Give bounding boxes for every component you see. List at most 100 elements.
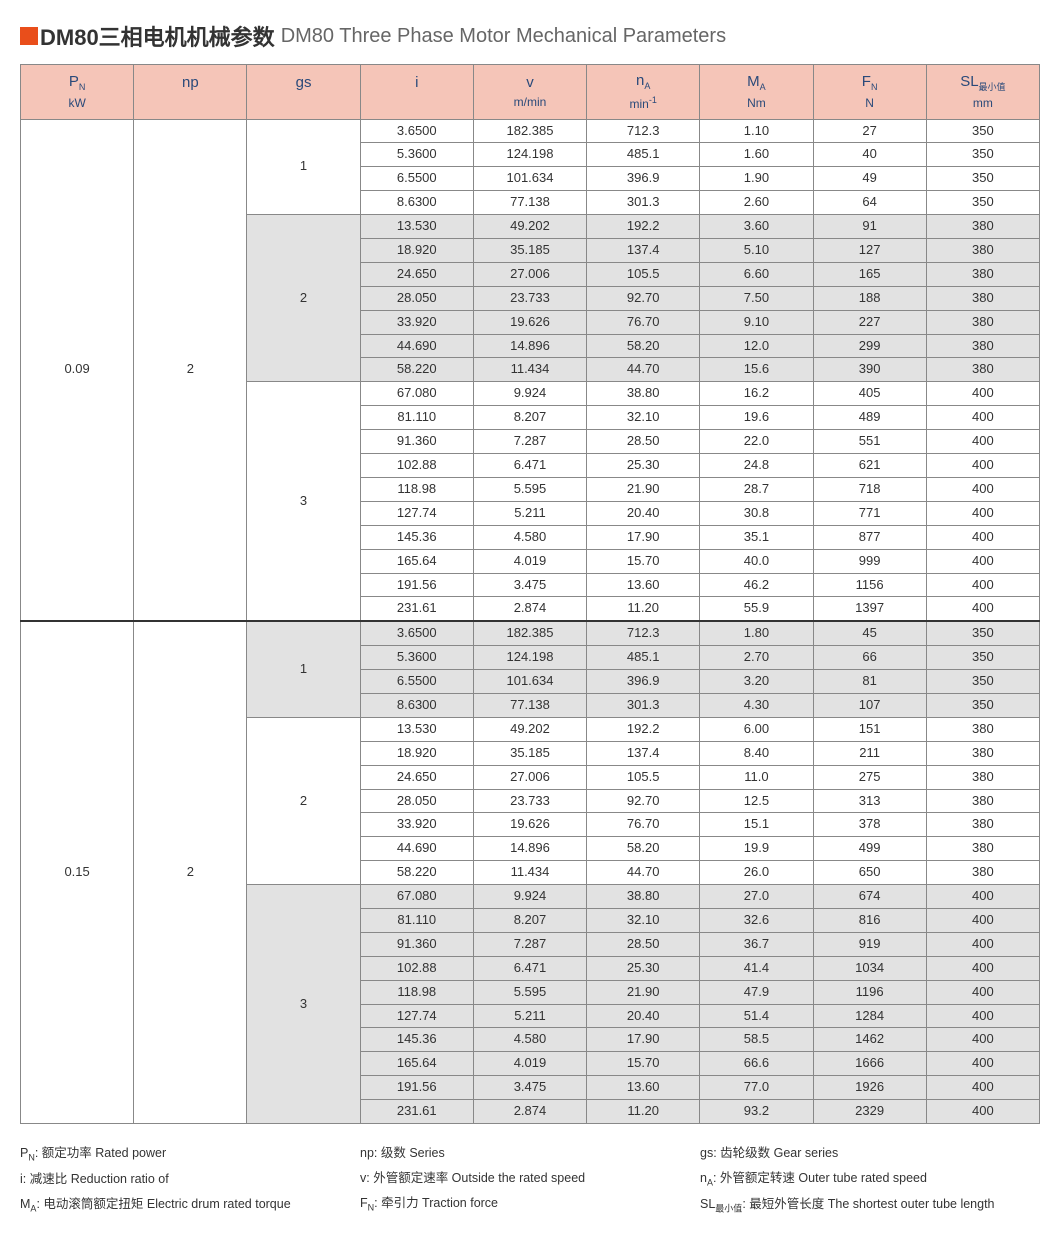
column-header: vm/min [473, 65, 586, 120]
cell-value: 127.74 [360, 1004, 473, 1028]
cell-value: 5.3600 [360, 143, 473, 167]
cell-value: 11.434 [473, 358, 586, 382]
cell-value: 9.924 [473, 382, 586, 406]
cell-value: 19.626 [473, 310, 586, 334]
cell-value: 145.36 [360, 525, 473, 549]
cell-value: 45 [813, 621, 926, 645]
cell-value: 400 [926, 980, 1039, 1004]
cell-value: 81.110 [360, 908, 473, 932]
cell-value: 32.6 [700, 908, 813, 932]
cell-value: 400 [926, 908, 1039, 932]
cell-value: 19.626 [473, 813, 586, 837]
cell-value: 24.8 [700, 454, 813, 478]
cell-value: 621 [813, 454, 926, 478]
cell-value: 299 [813, 334, 926, 358]
cell-value: 8.40 [700, 741, 813, 765]
cell-value: 137.4 [587, 239, 700, 263]
cell-value: 6.00 [700, 717, 813, 741]
cell-value: 145.36 [360, 1028, 473, 1052]
cell-value: 58.5 [700, 1028, 813, 1052]
cell-value: 350 [926, 670, 1039, 694]
cell-value: 380 [926, 286, 1039, 310]
cell-value: 380 [926, 813, 1039, 837]
cell-value: 16.2 [700, 382, 813, 406]
cell-value: 182.385 [473, 119, 586, 143]
cell-value: 380 [926, 334, 1039, 358]
cell-value: 12.0 [700, 334, 813, 358]
cell-value: 1926 [813, 1076, 926, 1100]
cell-value: 18.920 [360, 741, 473, 765]
cell-value: 105.5 [587, 262, 700, 286]
cell-value: 49.202 [473, 215, 586, 239]
cell-value: 64 [813, 191, 926, 215]
cell-value: 137.4 [587, 741, 700, 765]
cell-value: 32.10 [587, 406, 700, 430]
cell-value: 67.080 [360, 885, 473, 909]
cell-value: 28.7 [700, 477, 813, 501]
cell-value: 4.30 [700, 693, 813, 717]
cell-value: 81 [813, 670, 926, 694]
cell-value: 6.471 [473, 956, 586, 980]
cell-value: 400 [926, 1052, 1039, 1076]
legend-item: gs: 齿轮级数 Gear series [700, 1142, 1040, 1161]
cell-value: 999 [813, 549, 926, 573]
table-body: 0.09213.6500182.385712.31.10273505.36001… [21, 119, 1040, 1123]
legend-item: PN: 额定功率 Rated power [20, 1142, 360, 1163]
cell-value: 674 [813, 885, 926, 909]
cell-value: 9.924 [473, 885, 586, 909]
legend-item: nA: 外管额定转速 Outer tube rated speed [700, 1167, 1040, 1188]
cell-value: 231.61 [360, 1100, 473, 1124]
cell-value: 2.874 [473, 597, 586, 621]
cell-gs: 2 [247, 717, 360, 884]
accent-square-icon [20, 27, 38, 45]
cell-value: 28.50 [587, 932, 700, 956]
cell-np: 2 [134, 621, 247, 1123]
column-header: np [134, 65, 247, 120]
cell-value: 712.3 [587, 119, 700, 143]
cell-pn: 0.15 [21, 621, 134, 1123]
cell-value: 350 [926, 191, 1039, 215]
cell-value: 25.30 [587, 956, 700, 980]
cell-value: 28.050 [360, 286, 473, 310]
cell-value: 5.595 [473, 980, 586, 1004]
cell-value: 127 [813, 239, 926, 263]
cell-value: 38.80 [587, 885, 700, 909]
cell-value: 44.70 [587, 358, 700, 382]
cell-value: 350 [926, 143, 1039, 167]
cell-value: 41.4 [700, 956, 813, 980]
cell-value: 91.360 [360, 430, 473, 454]
cell-value: 5.211 [473, 501, 586, 525]
cell-value: 6.60 [700, 262, 813, 286]
cell-value: 396.9 [587, 670, 700, 694]
cell-value: 67.080 [360, 382, 473, 406]
cell-value: 485.1 [587, 646, 700, 670]
cell-value: 47.9 [700, 980, 813, 1004]
cell-value: 192.2 [587, 215, 700, 239]
cell-value: 91 [813, 215, 926, 239]
cell-value: 32.10 [587, 908, 700, 932]
cell-value: 102.88 [360, 454, 473, 478]
cell-value: 400 [926, 477, 1039, 501]
cell-np: 2 [134, 119, 247, 621]
cell-value: 400 [926, 454, 1039, 478]
cell-value: 19.9 [700, 837, 813, 861]
cell-value: 76.70 [587, 813, 700, 837]
cell-value: 81.110 [360, 406, 473, 430]
cell-value: 93.2 [700, 1100, 813, 1124]
parameters-table: PNkWnp gs i vm/minnAmin-1MANmFNNSL最小值mm … [20, 64, 1040, 1124]
cell-value: 165.64 [360, 549, 473, 573]
cell-value: 9.10 [700, 310, 813, 334]
cell-value: 77.138 [473, 693, 586, 717]
cell-value: 44.690 [360, 334, 473, 358]
cell-value: 124.198 [473, 143, 586, 167]
cell-value: 18.920 [360, 239, 473, 263]
cell-value: 1462 [813, 1028, 926, 1052]
cell-value: 76.70 [587, 310, 700, 334]
cell-value: 350 [926, 119, 1039, 143]
cell-value: 20.40 [587, 1004, 700, 1028]
cell-value: 350 [926, 167, 1039, 191]
cell-value: 21.90 [587, 477, 700, 501]
title-en: DM80 Three Phase Motor Mechanical Parame… [281, 25, 726, 48]
legend-item: FN: 牵引力 Traction force [360, 1192, 700, 1213]
cell-value: 275 [813, 765, 926, 789]
